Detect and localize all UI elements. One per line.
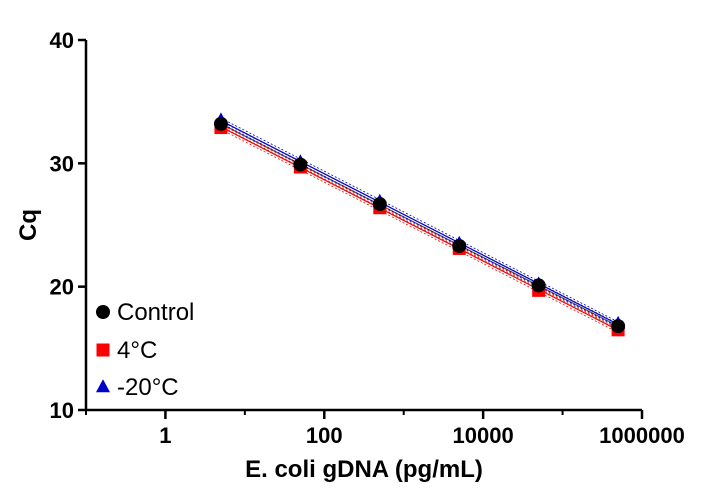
data-point-circle (213, 116, 228, 131)
x-tick-label: 10000 (453, 423, 514, 448)
legend-item: -20°C (96, 374, 179, 401)
y-tick-label: 20 (50, 275, 74, 300)
fit-confidence-band (220, 117, 619, 323)
legend-label: -20°C (117, 374, 179, 401)
fit-line (220, 126, 619, 331)
fit-confidence-band (220, 124, 619, 328)
legend: Control 4°C -20°C (96, 299, 194, 401)
fit-line (220, 123, 619, 327)
data-point-circle (531, 278, 546, 293)
fit-confidence-band (220, 126, 619, 329)
legend-item: Control (96, 299, 194, 326)
legend-marker-triangle (96, 379, 110, 393)
fit-confidence-band (220, 129, 619, 333)
x-axis-title: E. coli gDNA (pg/mL) (245, 456, 483, 483)
data-point-circle (372, 197, 387, 212)
legend-marker-circle (96, 305, 110, 319)
ticks: 10 20 30 40 1 100 10000 1000000 (50, 28, 685, 448)
data-point-circle (611, 319, 626, 334)
legend-item: 4°C (96, 337, 157, 364)
x-tick-label: 1000000 (599, 423, 685, 448)
data-points (213, 112, 626, 337)
x-tick-label: 1 (159, 423, 171, 448)
y-tick-label: 30 (50, 151, 74, 176)
data-point-circle (452, 238, 467, 253)
fit-lines (220, 117, 619, 333)
y-tick-label: 40 (50, 28, 74, 53)
legend-marker-square (96, 343, 110, 357)
legend-label: 4°C (117, 337, 157, 364)
axes (84, 40, 642, 412)
legend-label: Control (117, 299, 194, 326)
data-point-circle (293, 157, 308, 172)
y-tick-label: 10 (50, 398, 74, 423)
x-tick-label: 100 (306, 423, 343, 448)
fit-line (220, 120, 619, 325)
y-axis-title: Cq (15, 209, 42, 241)
